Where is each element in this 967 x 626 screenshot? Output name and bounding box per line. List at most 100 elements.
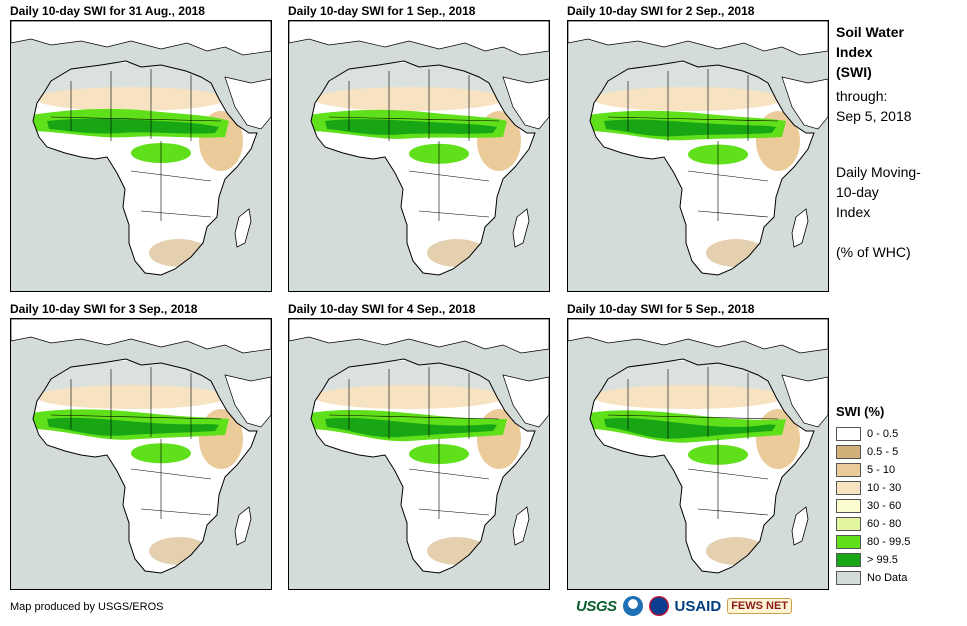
country-borders xyxy=(328,367,500,519)
legend-item: 0 - 0.5 xyxy=(836,425,910,443)
description-block: Daily Moving- 10-day Index xyxy=(836,162,921,222)
africa-map-graphic xyxy=(11,21,271,276)
map-panel-3: Daily 10-day SWI for 2 Sep., 2018 xyxy=(567,4,829,294)
legend-swatch xyxy=(836,481,861,495)
saturated-band xyxy=(47,118,219,134)
index-title-line: (SWI) xyxy=(836,64,872,80)
saturated-band xyxy=(325,119,497,135)
dry-area xyxy=(706,537,766,565)
africa-map xyxy=(567,20,829,292)
country-borders xyxy=(607,367,779,519)
neighbor-landmass xyxy=(289,319,549,354)
legend-label: > 99.5 xyxy=(867,554,898,566)
saturated-band xyxy=(604,418,776,439)
saturated-band xyxy=(604,119,776,137)
legend-swatch xyxy=(836,553,861,567)
panel-title: Daily 10-day SWI for 2 Sep., 2018 xyxy=(567,4,755,18)
country-borders xyxy=(50,69,222,221)
logo-strip: USGS USAID FEWS NET xyxy=(576,596,793,616)
panel-title: Daily 10-day SWI for 3 Sep., 2018 xyxy=(10,302,198,316)
country-borders xyxy=(607,69,779,221)
coastline xyxy=(310,358,536,574)
dry-band xyxy=(593,385,783,409)
legend-swatch xyxy=(836,517,861,531)
saturated-band xyxy=(325,417,497,438)
legend-label: 30 - 60 xyxy=(867,500,902,512)
africa-map-graphic xyxy=(568,21,828,276)
neighbor-landmass xyxy=(781,76,828,130)
legend-item: No Data xyxy=(836,569,910,587)
africa-map-graphic xyxy=(568,319,828,574)
neighbor-landmass xyxy=(289,21,549,56)
neighbor-landmass xyxy=(568,21,828,56)
saturated-band xyxy=(47,417,219,436)
fews-net-logo: FEWS NET xyxy=(727,598,793,614)
dry-band xyxy=(593,87,783,111)
panel-title: Daily 10-day SWI for 1 Sep., 2018 xyxy=(288,4,476,18)
neighbor-landmass xyxy=(502,76,549,130)
neighbor-landmass xyxy=(781,374,828,428)
legend-swatch xyxy=(836,463,861,477)
coastline xyxy=(32,60,258,276)
madagascar xyxy=(791,506,809,546)
dry-band xyxy=(36,87,226,111)
panel-title: Daily 10-day SWI for 4 Sep., 2018 xyxy=(288,302,476,316)
unit-label: (% of WHC) xyxy=(836,244,911,260)
neighbor-landmass xyxy=(11,319,271,354)
legend-label: 5 - 10 xyxy=(867,464,896,476)
map-panel-1: Daily 10-day SWI for 31 Aug., 2018 xyxy=(10,4,272,294)
legend-label: 80 - 99.5 xyxy=(867,536,911,548)
africa-map-graphic xyxy=(11,319,271,574)
nasa-logo-icon xyxy=(648,596,669,616)
map-panel-2: Daily 10-day SWI for 1 Sep., 2018 xyxy=(288,4,550,294)
through-label: through: xyxy=(836,88,888,104)
legend-item: 80 - 99.5 xyxy=(836,533,910,551)
coastline xyxy=(32,358,258,574)
dry-band xyxy=(36,385,226,409)
dry-area xyxy=(477,409,521,469)
dry-area xyxy=(427,239,487,267)
neighbor-landmass xyxy=(224,76,271,130)
legend-label: 60 - 80 xyxy=(867,518,902,530)
legend-item: 30 - 60 xyxy=(836,497,910,515)
country-borders xyxy=(328,69,500,221)
dry-area xyxy=(149,239,209,267)
legend-label: 0 - 0.5 xyxy=(867,428,899,440)
through-block: through: Sep 5, 2018 xyxy=(836,86,912,126)
neighbor-landmass xyxy=(502,374,549,428)
madagascar xyxy=(234,506,252,546)
usgs-logo: USGS xyxy=(576,597,617,615)
legend-title: SWI (%) xyxy=(836,404,885,419)
legend-item: > 99.5 xyxy=(836,551,910,569)
dry-area xyxy=(706,239,766,267)
legend-swatch xyxy=(836,445,861,459)
dry-band xyxy=(314,385,504,409)
panel-title: Daily 10-day SWI for 31 Aug., 2018 xyxy=(10,4,205,18)
map-panel-6: Daily 10-day SWI for 5 Sep., 2018 xyxy=(567,302,829,592)
usaid-logo: USAID xyxy=(674,597,722,615)
legend-item: 5 - 10 xyxy=(836,461,910,479)
legend-rows: 0 - 0.5 0.5 - 5 5 - 10 10 - 30 30 - 60 60 - 8… xyxy=(836,425,910,587)
madagascar xyxy=(791,208,809,248)
legend: SWI (%) 0 - 0.5 0.5 - 5 5 - 10 10 - 30 30 - … xyxy=(836,404,910,587)
legend-label: 0.5 - 5 xyxy=(867,446,899,458)
legend-item: 10 - 30 xyxy=(836,479,910,497)
credit-text: Map produced by USGS/EROS xyxy=(10,601,164,613)
legend-swatch xyxy=(836,571,861,585)
coastline xyxy=(589,60,815,276)
index-title-line: Index xyxy=(836,44,873,60)
africa-map xyxy=(10,318,272,590)
madagascar xyxy=(234,208,252,248)
through-date: Sep 5, 2018 xyxy=(836,108,912,124)
legend-label: No Data xyxy=(867,572,908,584)
dry-area xyxy=(756,409,800,469)
legend-item: 0.5 - 5 xyxy=(836,443,910,461)
map-panel-5: Daily 10-day SWI for 4 Sep., 2018 xyxy=(288,302,550,592)
legend-item: 60 - 80 xyxy=(836,515,910,533)
index-title-line: Soil Water xyxy=(836,24,904,40)
africa-map-graphic xyxy=(289,21,549,276)
legend-swatch xyxy=(836,535,861,549)
legend-label: 10 - 30 xyxy=(867,482,902,494)
map-panel-4: Daily 10-day SWI for 3 Sep., 2018 xyxy=(10,302,272,592)
africa-map xyxy=(567,318,829,590)
